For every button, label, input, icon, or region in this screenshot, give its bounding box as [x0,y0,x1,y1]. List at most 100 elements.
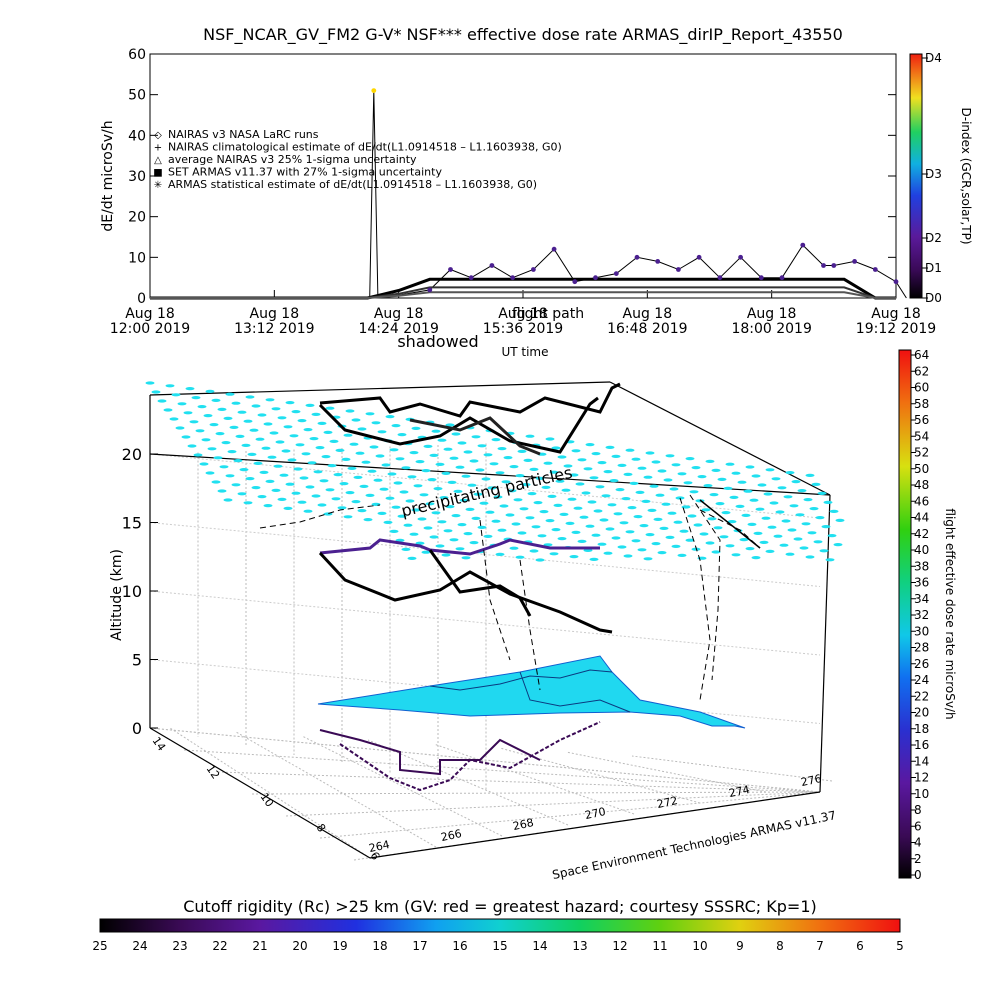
dose-rate-tick-label: 64 [914,348,929,362]
cutoff-dot [515,555,525,559]
cutoff-dot [639,524,649,528]
cutoff-dot [685,538,695,542]
cutoff-dot [701,508,711,512]
cutoff-dot [429,535,439,539]
cutoff-dot [509,465,519,469]
cutoff-dot [685,457,695,461]
cutoff-dot [249,428,259,432]
cutoff-dot [257,495,267,499]
cutoff-tick-label: 18 [372,939,387,953]
cutoff-dot [341,457,351,461]
dose-rate-tick-label: 34 [914,592,929,606]
cutoff-tick-label: 21 [252,939,267,953]
cutoff-dot [603,470,613,474]
cutoff-dot [823,500,833,504]
cutoff-dot [363,518,373,522]
cutoff-dot [337,506,347,510]
cutoff-dot [699,532,709,536]
top-series-group [150,88,907,300]
cutoff-dot [811,482,821,486]
cutoff-dot [321,455,331,459]
flight-path-shadow [319,729,541,776]
cutoff-dot [569,555,579,559]
cutoff-dot [559,512,569,517]
flight-path-shadow [339,721,601,792]
cutoff-dot [221,441,231,445]
cutoff-dot [477,444,487,448]
cutoff-dot [513,498,523,502]
cutoff-dot [583,467,593,471]
cutoff-dot [573,506,583,510]
cutoff-dot [557,455,567,459]
cutoff-dot [469,541,479,545]
cutoff-dot [803,498,813,502]
cutoff-dot [763,492,773,496]
cutoff-dot [631,457,641,461]
cutoff-dot [629,481,639,485]
cutoff-colorbar-ticks: 25 24 23 22 21 20 19 18 17 16 15 14 13 12 11 10 9 8 7 6 5 [92,939,903,953]
cutoff-dot [177,402,187,406]
cutoff-dot [565,521,575,526]
cutoff-dot [409,532,419,536]
cutoff-dot [467,483,477,487]
3d-x-axis: 264 266 268 270 272 274 276 [368,772,823,855]
cutoff-dot [643,557,653,561]
cutoff-dot [305,485,315,489]
cutoff-dot [287,458,297,462]
cutoff-dot [751,474,761,478]
dose-rate-colorbar-ticks: 0246810121416182022242628303234363840424… [911,348,929,882]
cutoff-dot [529,549,539,553]
cutoff-dot [187,444,197,448]
dose-rate-tick-label: 56 [914,413,929,427]
cutoff-dot [195,429,205,433]
armas-point [779,275,785,281]
cutoff-dot [241,443,251,447]
cutoff-dot [291,491,301,495]
grid-line [369,791,821,859]
cutoff-dot [461,556,471,560]
legend-label: NAIRAS v3 NASA LaRC runs [168,128,319,141]
cutoff-dot [499,504,509,508]
cutoff-dot [527,492,537,496]
cutoff-dot [219,465,229,469]
cutoff-dot [471,516,481,521]
cutoff-dot [263,504,273,508]
top-x-tick-label: Aug 18 [250,306,300,322]
z-tick-label: 20 [122,445,142,464]
x-tick-label: 264 [368,838,391,855]
top-y-tick-label: 60 [128,47,146,63]
z-tick-label: 0 [132,719,142,738]
cutoff-dot [653,517,663,522]
cutoff-tick-label: 24 [132,939,147,953]
cutoff-dot [647,508,657,512]
top-chart-title: NSF_NCAR_GV_FM2 G-V* NSF*** effective do… [203,25,843,45]
cutoff-dot [189,420,199,424]
cutoff-dot [295,443,305,447]
cutoff-dot [541,485,551,489]
cutoff-dot [569,473,579,477]
cutoff-dot [451,514,461,518]
cutoff-dot [477,525,487,530]
cutoff-dot [275,440,285,444]
cutoff-tick-label: 23 [172,939,187,953]
cutoff-dot [423,526,433,530]
cutoff-dot [755,507,765,511]
cutoff-dot [505,513,515,517]
armas-point [893,279,899,285]
cutoff-dot [277,497,287,501]
cutoff-dot [441,471,451,475]
cutoff-tick-label: 15 [492,939,507,953]
cutoff-dot [481,477,491,481]
dose-rate-tick-label: 48 [914,478,929,492]
top-y-axis-label: dE/dt microSv/h [100,120,116,231]
top-y-tick-label: 0 [137,291,146,307]
cutoff-dot [183,411,193,415]
cutoff-dot [637,466,647,470]
cutoff-dot [453,489,463,493]
cutoff-dot [455,547,465,551]
cutoff-dot [451,432,461,436]
cutoff-dot [387,472,397,476]
cutoff-dot [805,473,815,477]
cutoff-dot [391,424,401,428]
cutoff-dot [385,415,395,419]
